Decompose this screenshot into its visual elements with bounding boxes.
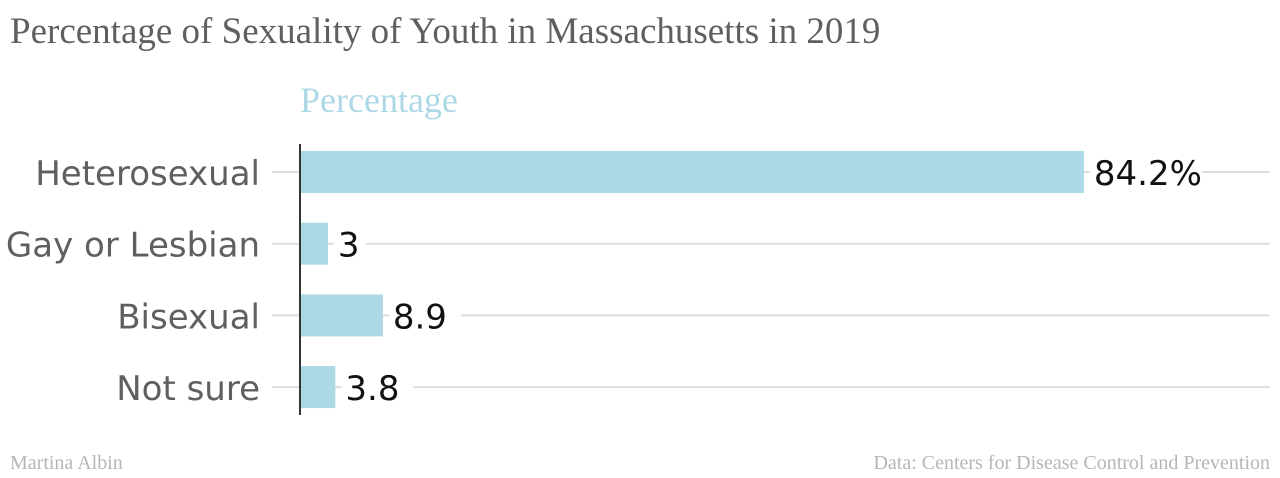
category-labels: Heterosexual Gay or Lesbian Bisexual Not su…	[6, 154, 260, 409]
author-credit: Martina Albin	[10, 452, 123, 474]
category-label: Not sure	[116, 369, 260, 409]
value-label: 3.8	[345, 369, 399, 409]
value-label: 8.9	[393, 297, 447, 337]
data-source: Data: Centers for Disease Control and Pr…	[873, 452, 1270, 474]
value-label-background	[333, 225, 366, 262]
bar-not-sure	[300, 366, 336, 409]
value-label-background	[341, 369, 414, 406]
value-label-background	[388, 297, 461, 334]
bar-gay-or-lesbian	[300, 222, 328, 265]
value-labels: 84.2% 3 8.9 3.8	[333, 154, 1202, 409]
chart-title: Percentage of Sexuality of Youth in Mass…	[10, 11, 881, 52]
value-label: 84.2%	[1094, 154, 1202, 194]
value-label-background	[1089, 154, 1202, 190]
category-label: Heterosexual	[35, 154, 260, 194]
series-label: Percentage	[300, 80, 458, 120]
value-label: 3	[338, 226, 360, 266]
category-label: Bisexual	[117, 297, 260, 337]
bar-heterosexual	[300, 151, 1084, 193]
bar-bisexual	[300, 294, 383, 337]
category-label: Gay or Lesbian	[6, 226, 260, 266]
gridlines	[272, 171, 1270, 389]
bars	[300, 151, 1084, 409]
